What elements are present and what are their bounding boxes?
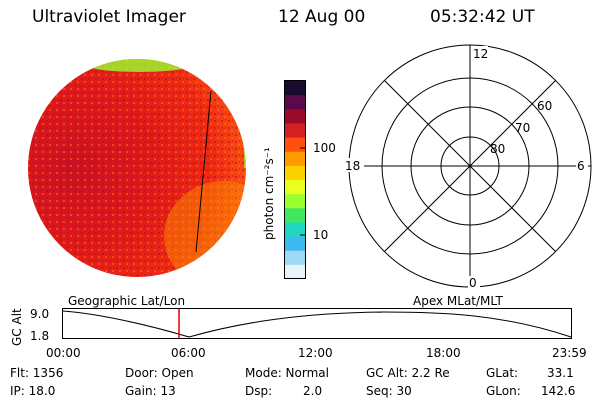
colorbar-band — [285, 95, 305, 110]
geographic-latlon-label: Geographic Lat/Lon — [68, 294, 186, 308]
flight-number: Flt: 1356 — [10, 366, 64, 380]
colorbar-band — [285, 250, 305, 266]
mlt-label-6: 6 — [577, 159, 585, 173]
colorbar-tick-100: 100 — [313, 141, 336, 155]
colorbar-band — [285, 222, 305, 238]
colorbar — [284, 80, 306, 280]
glat-value: 33.1 — [547, 366, 574, 380]
date-label: 12 Aug 00 — [278, 7, 366, 27]
glon-value: 142.6 — [541, 384, 576, 398]
x-tick-1800: 18:00 — [426, 346, 461, 360]
altitude-curve — [62, 310, 572, 338]
colorbar-band — [285, 194, 305, 209]
apex-mlat-mlt-label: Apex MLat/MLT — [413, 294, 503, 308]
door-status: Door: Open — [125, 366, 194, 380]
lat-label-80: 80 — [490, 142, 505, 156]
dsp-value: 2.0 — [303, 384, 323, 398]
mlt-label-0: 0 — [469, 276, 477, 290]
colorbar-unit-label: photon cm⁻²s⁻¹ — [262, 147, 276, 240]
ip-value: IP: 18.0 — [10, 384, 56, 398]
gc-altitude: GC Alt: 2.2 Re — [366, 366, 450, 380]
gain-value: Gain: 13 — [125, 384, 176, 398]
colorbar-band — [285, 81, 305, 96]
polar-mlt-grid: 12 18 6 0 60 70 80 — [344, 44, 592, 290]
sequence-number: Seq: 30 — [366, 384, 412, 398]
earth-uv-image — [28, 59, 246, 277]
colorbar-band — [285, 165, 305, 181]
colorbar-tick-10: 10 — [313, 228, 329, 242]
instrument-title: Ultraviolet Imager — [32, 7, 186, 27]
terminator-line — [195, 90, 212, 253]
x-tick-0000: 00:00 — [46, 346, 81, 360]
mlt-label-18: 18 — [345, 159, 360, 173]
glon-label: GLon: — [486, 384, 521, 398]
x-tick-2359: 23:59 — [552, 346, 587, 360]
y-tick-9: 9.0 — [30, 307, 50, 321]
mlt-label-12: 12 — [473, 47, 488, 61]
mode-value: Mode: Normal — [245, 366, 329, 380]
x-tick-1200: 12:00 — [298, 346, 333, 360]
time-label: 05:32:42 UT — [430, 7, 535, 27]
colorbar-band — [285, 180, 305, 195]
colorbar-band — [285, 264, 305, 280]
dsp-label: Dsp: — [245, 384, 273, 398]
colorbar-band — [285, 123, 305, 139]
colorbar-band — [285, 109, 305, 125]
y-tick-1-8: 1.8 — [30, 329, 50, 343]
colorbar-band — [285, 137, 305, 153]
colorbar-band — [285, 151, 305, 167]
lat-label-60: 60 — [537, 99, 552, 113]
colorbar-band — [285, 208, 305, 224]
x-tick-0600: 06:00 — [171, 346, 206, 360]
lat-label-70: 70 — [515, 121, 530, 135]
glat-label: GLat: — [486, 366, 519, 380]
altitude-timeline — [62, 308, 572, 339]
colorbar-band — [285, 236, 305, 252]
gc-alt-axis-title: GC Alt — [10, 308, 24, 346]
